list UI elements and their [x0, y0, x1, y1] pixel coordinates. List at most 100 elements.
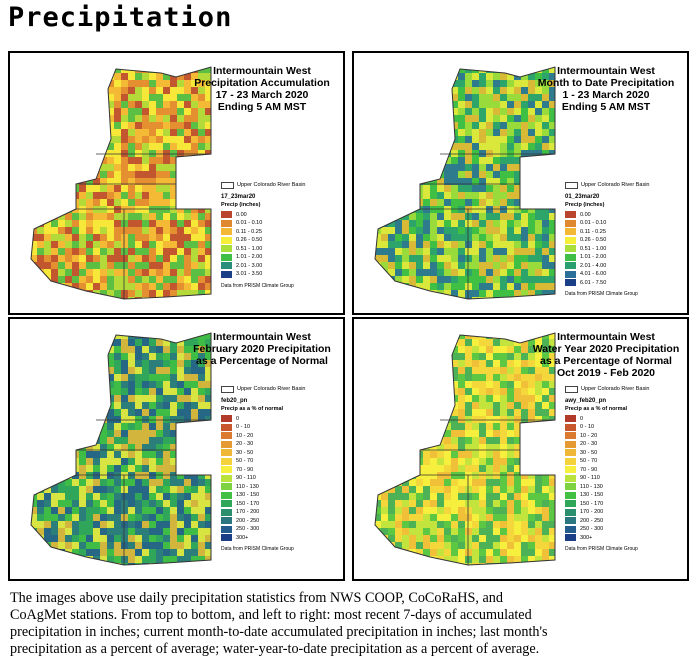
legend-label: 4.01 - 6.00 — [580, 271, 607, 277]
legend-item: 0.01 - 0.10 — [565, 219, 649, 228]
legend-item: 0 — [221, 415, 305, 424]
legend-item: 0.11 - 0.25 — [565, 228, 649, 237]
legend-label: 50 - 70 — [236, 458, 254, 464]
legend-swatch — [565, 534, 576, 542]
map-panel: Intermountain West Precipitation Accumula… — [8, 51, 345, 315]
basin-legend-row: Upper Colorado River Basin — [221, 385, 305, 394]
legend-label: 90 - 110 — [236, 475, 256, 481]
basin-outline-swatch — [221, 385, 234, 393]
legend-swatch — [221, 474, 232, 482]
legend-swatch — [221, 211, 232, 219]
legend-swatch — [565, 219, 576, 227]
map-title-line: Intermountain West — [557, 65, 655, 77]
map-title-line: 17 - 23 March 2020 — [215, 89, 309, 101]
map-title-line: as a Percentage of Normal — [196, 355, 328, 367]
legend-item: 3.01 - 3.50 — [221, 270, 305, 279]
legend-item: 30 - 50 — [565, 449, 649, 458]
legend-label: 250 - 300 — [236, 526, 260, 532]
legend-label: 70 - 90 — [236, 466, 254, 473]
legend-item: 10 - 20 — [565, 432, 649, 441]
legend-label: 1.01 - 2.00 — [580, 254, 607, 260]
map-title-line: Oct 2019 - Feb 2020 — [556, 367, 656, 379]
legend-swatch — [565, 423, 576, 431]
legend-swatch — [565, 483, 576, 491]
legend-label: 200 - 250 — [236, 517, 260, 524]
legend-swatch — [221, 415, 232, 423]
legend-swatch — [221, 466, 232, 474]
legend-swatch — [565, 474, 576, 482]
legend-swatch — [221, 525, 232, 533]
caption-line: The images above use daily precipitation… — [10, 590, 503, 606]
data-credit: Data from PRISM Climate Group — [565, 546, 638, 552]
legend-swatch — [565, 228, 576, 236]
precipitation-map — [30, 66, 212, 300]
legend-item: 200 - 250 — [565, 517, 649, 526]
legend-item: 0.26 - 0.50 — [565, 236, 649, 245]
legend-item: 0.26 - 0.50 — [221, 236, 305, 245]
map-title-line: Ending 5 AM MST — [561, 101, 651, 113]
caption-line: precipitation in inches; current month-t… — [10, 624, 548, 640]
map-legend: Upper Colorado River Basin awy_feb20_pn Pr… — [565, 385, 649, 554]
legend-label: 130 - 150 — [236, 492, 260, 498]
legend-label: 50 - 70 — [580, 458, 598, 464]
map-title: Intermountain West Precipitation Accumula… — [178, 65, 343, 113]
legend-item: 0.11 - 0.25 — [221, 228, 305, 237]
legend-item: 250 - 300 — [565, 525, 649, 534]
legend-label: 0.11 - 0.25 — [236, 228, 262, 235]
legend-item: 1.01 - 2.00 — [565, 253, 649, 262]
legend-item: 0 - 10 — [565, 423, 649, 432]
legend-label: 70 - 90 — [580, 466, 598, 473]
legend-label: 0.00 — [580, 211, 591, 218]
legend-item: 110 - 130 — [565, 483, 649, 492]
legend-swatch — [565, 236, 576, 244]
legend-item: 0.51 - 1.00 — [221, 245, 305, 254]
legend-heading: Precip (inches) — [565, 202, 605, 208]
map-title-line: Month to Date Precipitation — [537, 77, 675, 89]
legend-swatch — [221, 236, 232, 244]
legend-label: 250 - 300 — [580, 526, 604, 532]
legend-swatch — [565, 449, 576, 457]
legend-label: 1.01 - 2.00 — [236, 254, 263, 260]
legend-swatch — [565, 500, 576, 508]
map-legend: Upper Colorado River Basin 17_23mar20 Prec… — [221, 181, 305, 290]
legend-label: 3.01 - 3.50 — [236, 271, 263, 277]
legend-label: 30 - 50 — [236, 449, 254, 456]
legend-item: 250 - 300 — [221, 525, 305, 534]
legend-item: 70 - 90 — [565, 466, 649, 475]
map-title-line: Water Year 2020 Precipitation — [532, 343, 680, 355]
legend-label: 0.00 — [236, 211, 247, 218]
legend-label: 6.01 - 7.50 — [580, 279, 607, 286]
legend-label: 0 - 10 — [580, 424, 595, 430]
legend-label: 130 - 150 — [580, 492, 604, 498]
legend-label: 110 - 130 — [236, 483, 259, 490]
legend-item: 0.51 - 1.00 — [565, 245, 649, 254]
legend-label: 200 - 250 — [580, 517, 604, 524]
map-panel: Intermountain West Month to Date Precipit… — [352, 51, 689, 315]
legend-swatch — [221, 228, 232, 236]
legend-item: 150 - 170 — [221, 500, 305, 509]
legend-swatch — [221, 491, 232, 499]
legend-item: 0 - 10 — [221, 423, 305, 432]
map-title-line: February 2020 Precipitation — [193, 343, 331, 355]
legend-item: 130 - 150 — [565, 491, 649, 500]
legend-item: 0 — [565, 415, 649, 424]
data-credit: Data from PRISM Climate Group — [565, 291, 638, 297]
legend-item: 0.00 — [221, 211, 305, 220]
legend-label: 0 — [580, 415, 584, 422]
legend-label: 110 - 130 — [580, 483, 603, 490]
precipitation-map — [374, 66, 556, 300]
legend-item: 2.01 - 3.00 — [221, 262, 305, 271]
map-title-line: Ending 5 AM MST — [217, 101, 307, 113]
basin-label: Upper Colorado River Basin — [237, 182, 306, 188]
map-legend: Upper Colorado River Basin 01_23mar20 Prec… — [565, 181, 649, 299]
legend-label: 10 - 20 — [236, 432, 254, 439]
legend-label: 10 - 20 — [580, 432, 598, 439]
legend-label: 150 - 170 — [580, 500, 604, 507]
legend-heading: Precip (inches) — [221, 202, 261, 208]
layer-name: feb20_pn — [221, 397, 248, 404]
caption: The images above use daily precipitation… — [10, 590, 690, 658]
legend-label: 0.11 - 0.25 — [580, 228, 606, 235]
basin-label: Upper Colorado River Basin — [581, 182, 650, 188]
legend-item: 50 - 70 — [565, 457, 649, 466]
basin-outline-swatch — [221, 181, 234, 189]
